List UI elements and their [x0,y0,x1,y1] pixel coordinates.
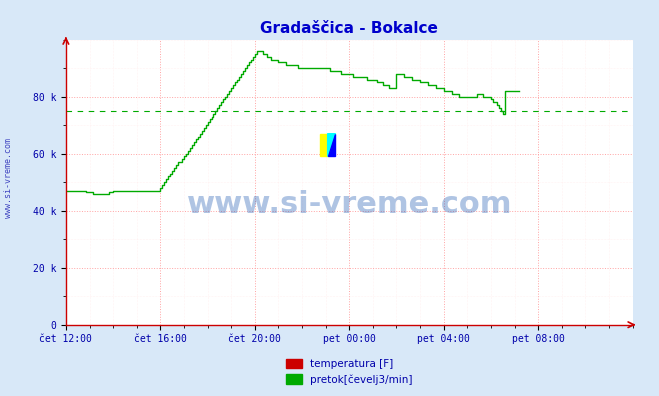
Polygon shape [328,134,335,156]
Legend: temperatura [F], pretok[čevelj3/min]: temperatura [F], pretok[čevelj3/min] [282,354,416,389]
Text: www.si-vreme.com: www.si-vreme.com [186,190,512,219]
Text: www.si-vreme.com: www.si-vreme.com [4,138,13,218]
Title: Gradaščica - Bokalce: Gradaščica - Bokalce [260,21,438,36]
Polygon shape [328,134,335,156]
Bar [320,134,328,156]
